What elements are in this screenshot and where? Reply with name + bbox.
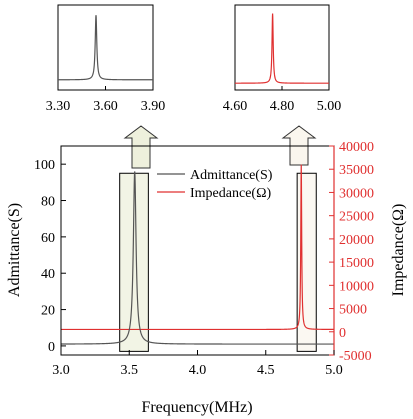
inset-x-tick-label: 3.60 [93,99,118,114]
right-y-tick-label: 30000 [339,186,374,201]
inset-right-frame [234,4,330,91]
right-y-tick-label: 35000 [339,163,374,178]
inset-x-tick-label: 5.00 [317,99,342,114]
left-y-tick-label: 40 [41,267,55,282]
left-y-tick-label: 60 [41,231,55,246]
left-y-tick-label: 20 [41,304,55,319]
arrow-up-left [123,125,159,169]
right-y-tick-label: 0 [339,326,346,341]
admittance-curve [61,171,334,345]
legend-label-admittance: Admittance(S) [190,168,273,183]
x-tick-label: 3.5 [121,363,139,378]
right-y-tick-label: 20000 [339,233,374,248]
inset-x-tick-label: 3.90 [141,99,166,114]
inset-x-tick-label: 3.30 [46,99,71,114]
inset-left-frame [57,4,154,91]
right-y-tick-label: 25000 [339,210,374,225]
right-y-tick-label: 40000 [339,140,374,155]
right-y-axis-label: Impedance(Ω) [390,204,407,297]
left-y-axis-ticks: 0 20 40 60 80 100 [34,158,66,355]
x-tick-label: 4.0 [189,363,207,378]
x-tick-label: 4.5 [257,363,275,378]
impedance-curve [61,164,334,331]
x-tick-label: 5.0 [325,363,343,378]
highlight-box-admittance-peak [119,172,149,352]
inset-x-tick-label: 4.80 [270,99,295,114]
right-y-axis-ticks: -5000 0 5000 10000 15000 20000 25000 30000 35000… [329,140,374,364]
x-axis-ticks: 3.0 3.5 4.0 4.5 5.0 [52,350,343,378]
right-y-tick-label: 15000 [339,256,374,271]
inset-x-tick-label: 4.60 [223,99,248,114]
right-y-tick-label: -5000 [339,349,372,364]
legend: Admittance(S) Impedance(Ω) [157,168,273,201]
inset-right-x-ticks: 4.60 4.80 5.00 [223,86,342,114]
inset-right: 4.60 4.80 5.00 [223,4,342,114]
legend-label-impedance: Impedance(Ω) [190,186,271,201]
right-y-tick-label: 5000 [339,303,367,318]
left-y-tick-label: 80 [41,195,55,210]
left-y-axis-label: Admittance(S) [6,203,23,297]
inset-right-impedance-curve [235,13,329,84]
x-axis-label: Frequency(MHz) [141,399,252,416]
inset-left: 3.30 3.60 3.90 [46,4,166,114]
left-y-tick-label: 0 [48,340,55,355]
left-y-tick-label: 100 [34,158,55,173]
inset-left-admittance-curve [58,15,153,81]
main-plot: 3.0 3.5 4.0 4.5 5.0 0 20 40 60 80 100 -5000 0 5000 1… [6,140,407,416]
right-y-tick-label: 10000 [339,279,374,294]
inset-left-x-ticks: 3.30 3.60 3.90 [46,86,166,114]
x-tick-label: 3.0 [52,363,70,378]
